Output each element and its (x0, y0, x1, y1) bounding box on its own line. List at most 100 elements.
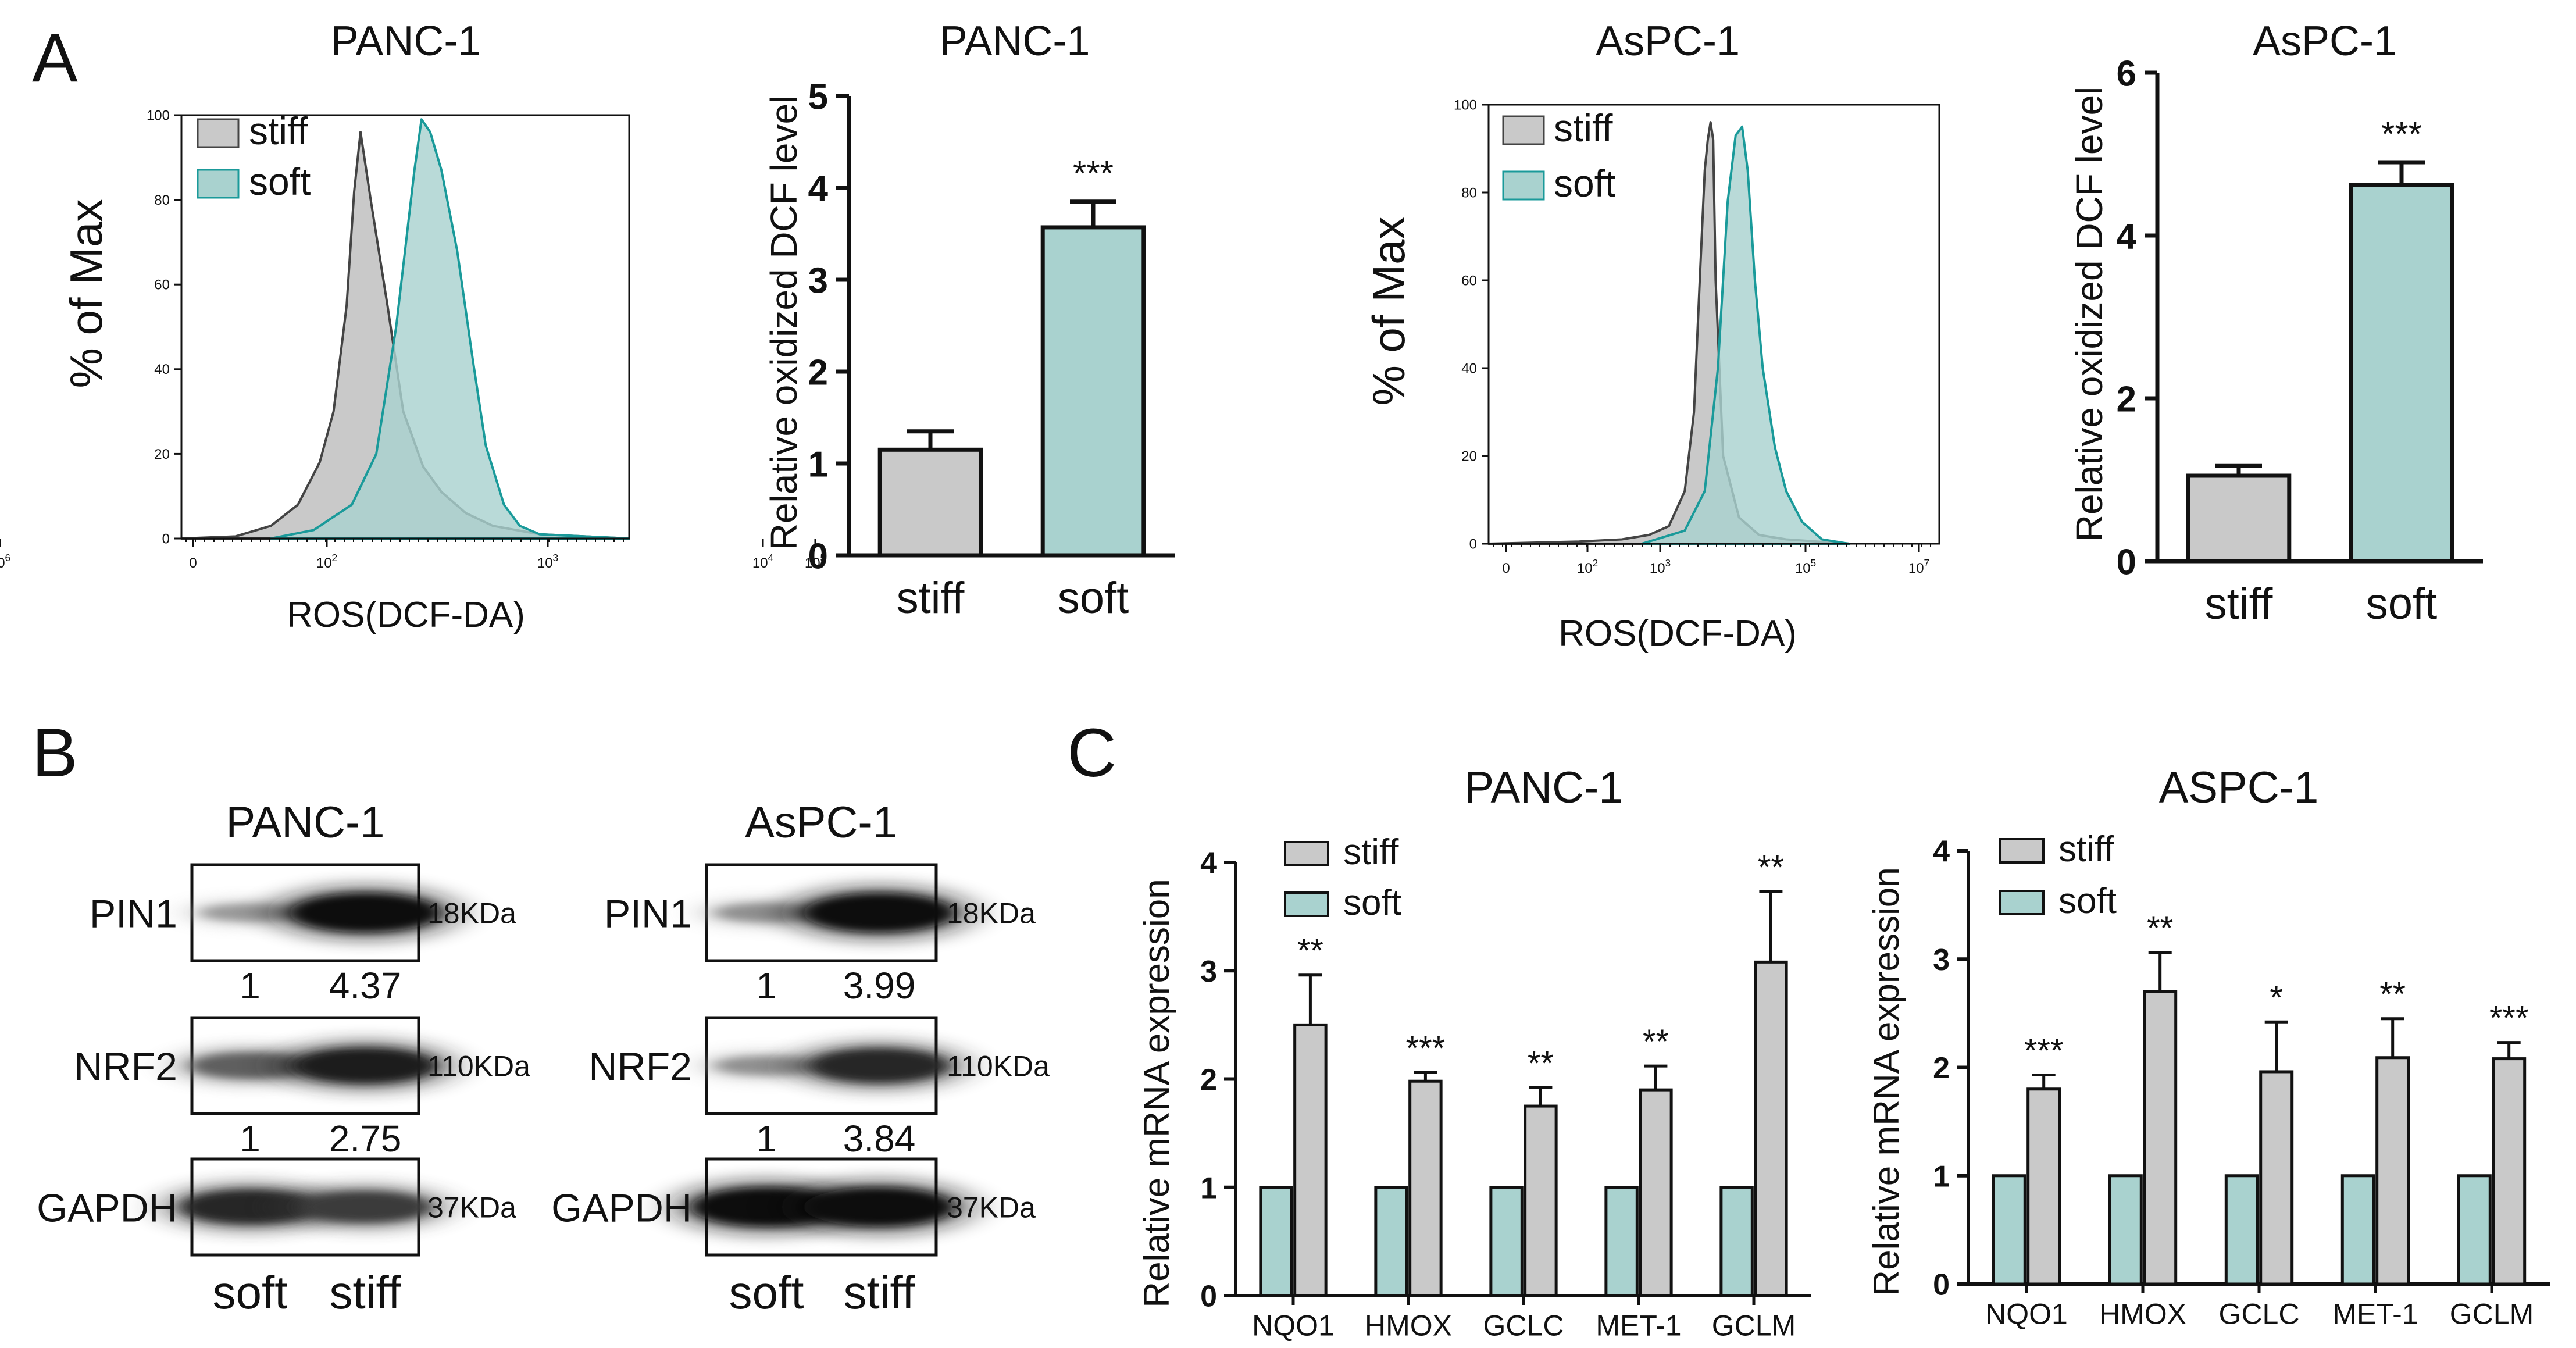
protein-band (804, 893, 955, 933)
protein-label: GAPDH (37, 1186, 177, 1231)
bar-stiff (877, 447, 983, 558)
quantification-value: 3.84 (843, 1118, 916, 1160)
plot-area: 0 20 40 60 80 100 0 102 103 104 105 106 (0, 108, 826, 571)
protein-label: NRF2 (588, 1045, 692, 1089)
x-tick-label: 107 (1908, 557, 1929, 576)
y-tick-label: 60 (154, 277, 170, 293)
bar-stiff (2026, 1087, 2061, 1286)
chart-title: PANC-1 (1464, 763, 1623, 812)
y-axis-label: Relative oxidized DCF level (763, 95, 805, 551)
significance-label: ** (1758, 848, 1784, 886)
bar-soft (2108, 1174, 2143, 1286)
legend-swatch-soft (1502, 170, 1545, 201)
western-blot-0: PANC-1 PIN1 18KDa 1 4.37 NRF2 110KDa 1 2.75 GAPDH… (37, 798, 530, 1318)
plot-frame (1487, 104, 1940, 545)
plot-area: 0 1 2 3 4 ** NQO1 *** HMOX ** GCLC ** MET-1 ** GCLM (1200, 847, 1811, 1342)
significance-label: ** (2147, 910, 2173, 947)
protein-band (298, 1191, 432, 1223)
y-tick-label: 1 (1200, 1171, 1217, 1205)
x-category-label: stiff (2205, 579, 2274, 629)
bar-stiff (2143, 990, 2178, 1286)
bar-soft (1374, 1186, 1408, 1297)
legend-label-soft: soft (1343, 883, 1401, 923)
y-tick-label: 40 (154, 362, 170, 377)
bar-stiff (2186, 473, 2292, 564)
y-tick-label: 20 (1461, 448, 1477, 464)
y-tick-label: 4 (1200, 847, 1217, 880)
chart-title: PANC-1 (940, 18, 1090, 65)
significance-label: *** (1073, 154, 1114, 193)
y-tick-label: 0 (1933, 1268, 1950, 1302)
y-tick-label: 0 (1200, 1280, 1217, 1314)
panel-letter-c: C (1067, 715, 1116, 791)
bar-soft (1489, 1186, 1524, 1297)
legend-label-soft: soft (249, 160, 311, 203)
legend-label-soft: soft (1554, 162, 1615, 205)
molecular-weight-label: 110KDa (947, 1050, 1050, 1083)
bar-soft (1992, 1174, 2026, 1286)
x-category-label: GCLM (1712, 1310, 1796, 1342)
x-tick-label: 103 (537, 552, 558, 571)
bar-stiff (1524, 1104, 1558, 1297)
y-tick-label: 1 (1933, 1160, 1950, 1193)
bar-stiff (1639, 1088, 1673, 1297)
protein-band (290, 893, 441, 933)
significance-label: ** (2379, 976, 2406, 1014)
significance-label: *** (2024, 1032, 2064, 1070)
legend-swatch-stiff (1999, 838, 2045, 864)
x-tick-label: 102 (316, 552, 337, 571)
panel-letter-b: B (32, 715, 78, 791)
x-category-label: GCLC (2219, 1298, 2300, 1331)
quantification-value: 2.75 (329, 1118, 402, 1160)
x-tick-label: 104 (752, 552, 774, 571)
chart-title: PANC-1 (331, 18, 481, 65)
y-tick-label: 2 (2117, 379, 2136, 419)
panel-letter-a: A (32, 20, 78, 97)
chart-title: ASPC-1 (2159, 763, 2319, 812)
blot-title: AsPC-1 (745, 798, 897, 847)
y-axis-label: Relative mRNA expression (1867, 867, 1907, 1296)
x-tick-label: 0 (189, 555, 197, 571)
bar-stiff (2492, 1057, 2527, 1286)
y-tick-label: 0 (2117, 542, 2136, 582)
protein-band (809, 1048, 950, 1083)
x-tick-label: 106 (0, 552, 10, 571)
legend-label-stiff: stiff (2058, 829, 2114, 869)
histogram-soft (270, 118, 630, 540)
x-tick-label: 102 (1577, 557, 1598, 576)
y-tick-label: 0 (808, 536, 828, 576)
y-tick-label: 5 (808, 77, 828, 117)
x-category-label: GCLM (2450, 1298, 2534, 1331)
y-tick-label: 3 (1200, 955, 1217, 989)
y-tick-label: 3 (808, 261, 828, 301)
plot-area: 0 1 2 3 4 *** NQO1 ** HMOX * GCLC ** MET-1 *** GCLM (1933, 835, 2550, 1331)
quantification-value: 1 (756, 1118, 777, 1160)
lane-label: soft (729, 1267, 804, 1318)
legend-swatch-soft (197, 169, 240, 199)
y-axis-label: Relative oxidized DCF level (2068, 87, 2110, 542)
y-tick-label: 40 (1461, 361, 1477, 376)
y-tick-label: 0 (1469, 536, 1477, 552)
protein-label: NRF2 (74, 1045, 177, 1089)
x-axis-label: ROS(DCF-DA) (1558, 614, 1797, 654)
blot-title: PANC-1 (226, 798, 384, 847)
bar-soft (2340, 1174, 2375, 1286)
lane-label: soft (213, 1267, 288, 1318)
legend-label-stiff: stiff (249, 109, 308, 152)
aspc1-ros-histogram: AsPC-1 % of Max ROS(DCF-DA) 0 20 40 60 80 100… (1363, 18, 1940, 654)
legend-label-stiff: stiff (1343, 832, 1399, 872)
bar-soft (1719, 1186, 1754, 1297)
x-tick-label: 105 (805, 552, 826, 571)
lane-label: stiff (843, 1267, 915, 1318)
x-tick-label: 105 (1795, 557, 1816, 576)
significance-label: * (2270, 979, 2283, 1017)
x-category-label: soft (2366, 579, 2438, 629)
panc1-mrna-bar-chart: PANC-1 Relative mRNA expression 0 1 2 3 4 ** N… (1137, 763, 1811, 1342)
legend-label-stiff: stiff (1554, 106, 1613, 149)
quantification-value: 1 (756, 965, 777, 1007)
y-tick-label: 6 (2117, 54, 2136, 94)
y-tick-label: 2 (1933, 1051, 1950, 1085)
x-category-label: NQO1 (1252, 1310, 1335, 1342)
protein-band (804, 1187, 955, 1227)
panc1-ros-histogram: PANC-1 % of Max ROS(DCF-DA) 020406080100… (0, 18, 826, 635)
